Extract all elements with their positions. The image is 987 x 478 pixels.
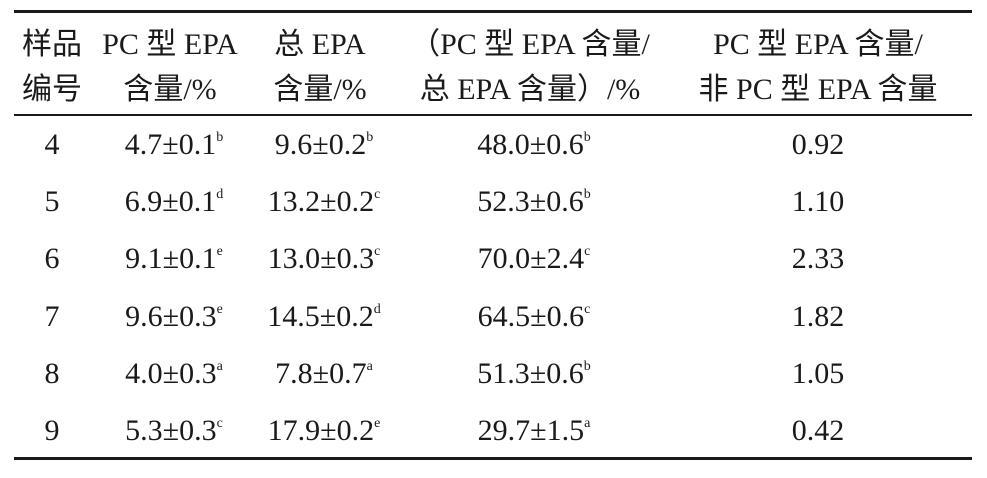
table-cell: 5.3±0.3c bbox=[125, 416, 223, 446]
table-cell: 4.7±0.1b bbox=[125, 130, 223, 160]
table-cell: 1.10 bbox=[791, 185, 845, 219]
table-cell: 17.9±0.2e bbox=[268, 416, 381, 446]
cell-value: 13.2±0.2 bbox=[267, 185, 375, 219]
significance-letter: d bbox=[373, 301, 381, 317]
table-cell: 4 bbox=[44, 128, 60, 161]
header-rule bbox=[14, 114, 972, 116]
cell-value: 4.7±0.1 bbox=[124, 128, 217, 161]
table-cell: 7 bbox=[44, 299, 60, 333]
significance-letter: a bbox=[584, 416, 591, 431]
significance-letter: a bbox=[216, 358, 223, 374]
cell-value: 17.9±0.2 bbox=[267, 414, 375, 447]
header-cell: 编号 bbox=[22, 73, 82, 106]
table-cell: 1.05 bbox=[791, 356, 845, 390]
table-cell: 9.6±0.3e bbox=[125, 299, 223, 333]
table-cell: 6 bbox=[44, 242, 60, 276]
significance-letter: b bbox=[583, 358, 591, 374]
significance-letter: c bbox=[374, 244, 381, 260]
table-cell: 2.33 bbox=[791, 242, 845, 276]
header-cell: （PC 型 EPA 含量/ bbox=[410, 28, 650, 61]
table-cell: 9.1±0.1e bbox=[125, 244, 223, 274]
cell-value: 64.5±0.6 bbox=[477, 299, 585, 333]
header-cell: PC 型 EPA bbox=[102, 28, 238, 61]
significance-letter: b bbox=[216, 130, 224, 145]
significance-letter: b bbox=[583, 130, 591, 145]
cell-value: 9.6±0.2 bbox=[274, 128, 367, 161]
header-cell: 总 EPA bbox=[274, 28, 366, 61]
header-cell: 含量/% bbox=[123, 73, 217, 106]
cell-value: 13.0±0.3 bbox=[267, 242, 375, 276]
significance-letter: c bbox=[584, 244, 591, 260]
significance-letter: a bbox=[366, 358, 373, 374]
table-cell: 13.2±0.2c bbox=[268, 187, 381, 217]
significance-letter: b bbox=[366, 130, 374, 145]
significance-letter: c bbox=[374, 187, 381, 203]
header-cell: PC 型 EPA 含量/ bbox=[713, 28, 923, 61]
table-cell: 9.6±0.2b bbox=[275, 130, 373, 160]
significance-letter: c bbox=[584, 301, 591, 317]
significance-letter: d bbox=[216, 187, 224, 203]
table-cell: 1.82 bbox=[791, 299, 845, 333]
table-cell: 29.7±1.5a bbox=[478, 416, 591, 446]
table-cell: 51.3±0.6b bbox=[477, 356, 591, 390]
significance-letter: e bbox=[216, 301, 223, 317]
table-cell: 4.0±0.3a bbox=[125, 356, 223, 390]
header-cell: 非 PC 型 EPA 含量 bbox=[698, 73, 938, 106]
table-cell: 8 bbox=[44, 356, 60, 390]
significance-letter: e bbox=[374, 416, 381, 431]
cell-value: 9.6±0.3 bbox=[125, 299, 217, 333]
header-cell: 样品 bbox=[22, 28, 82, 61]
table-cell: 64.5±0.6c bbox=[477, 299, 591, 333]
table-cell: 52.3±0.6b bbox=[477, 187, 590, 217]
cell-value: 6.9±0.1 bbox=[124, 185, 217, 219]
table-cell: 13.0±0.3c bbox=[268, 244, 381, 274]
header-cell: 含量/% bbox=[273, 73, 367, 106]
cell-value: 4.0±0.3 bbox=[125, 356, 217, 390]
cell-value: 70.0±2.4 bbox=[477, 242, 585, 276]
table-cell: 6.9±0.1d bbox=[125, 187, 223, 217]
significance-letter: c bbox=[216, 416, 223, 431]
table-cell: 70.0±2.4c bbox=[478, 244, 591, 274]
cell-value: 9.1±0.1 bbox=[125, 242, 217, 276]
cell-value: 14.5±0.2 bbox=[267, 299, 374, 333]
table-cell: 7.8±0.7a bbox=[275, 356, 373, 390]
cell-value: 5.3±0.3 bbox=[125, 414, 217, 447]
cell-value: 29.7±1.5 bbox=[477, 414, 585, 447]
table-cell: 14.5±0.2d bbox=[267, 299, 381, 333]
significance-letter: b bbox=[583, 187, 591, 203]
table-cell: 9 bbox=[44, 414, 60, 447]
bottom-rule bbox=[14, 457, 972, 460]
cell-value: 7.8±0.7 bbox=[275, 356, 367, 390]
cell-value: 48.0±0.6 bbox=[477, 128, 584, 161]
significance-letter: e bbox=[216, 244, 223, 260]
table-cell: 5 bbox=[44, 185, 60, 219]
table-cell: 0.92 bbox=[791, 128, 845, 161]
top-rule bbox=[14, 10, 972, 13]
cell-value: 52.3±0.6 bbox=[477, 185, 584, 219]
table-cell: 0.42 bbox=[791, 414, 845, 447]
table-cell: 48.0±0.6b bbox=[477, 130, 590, 160]
cell-value: 51.3±0.6 bbox=[477, 356, 584, 390]
header-cell: 总 EPA 含量）/% bbox=[419, 73, 641, 106]
